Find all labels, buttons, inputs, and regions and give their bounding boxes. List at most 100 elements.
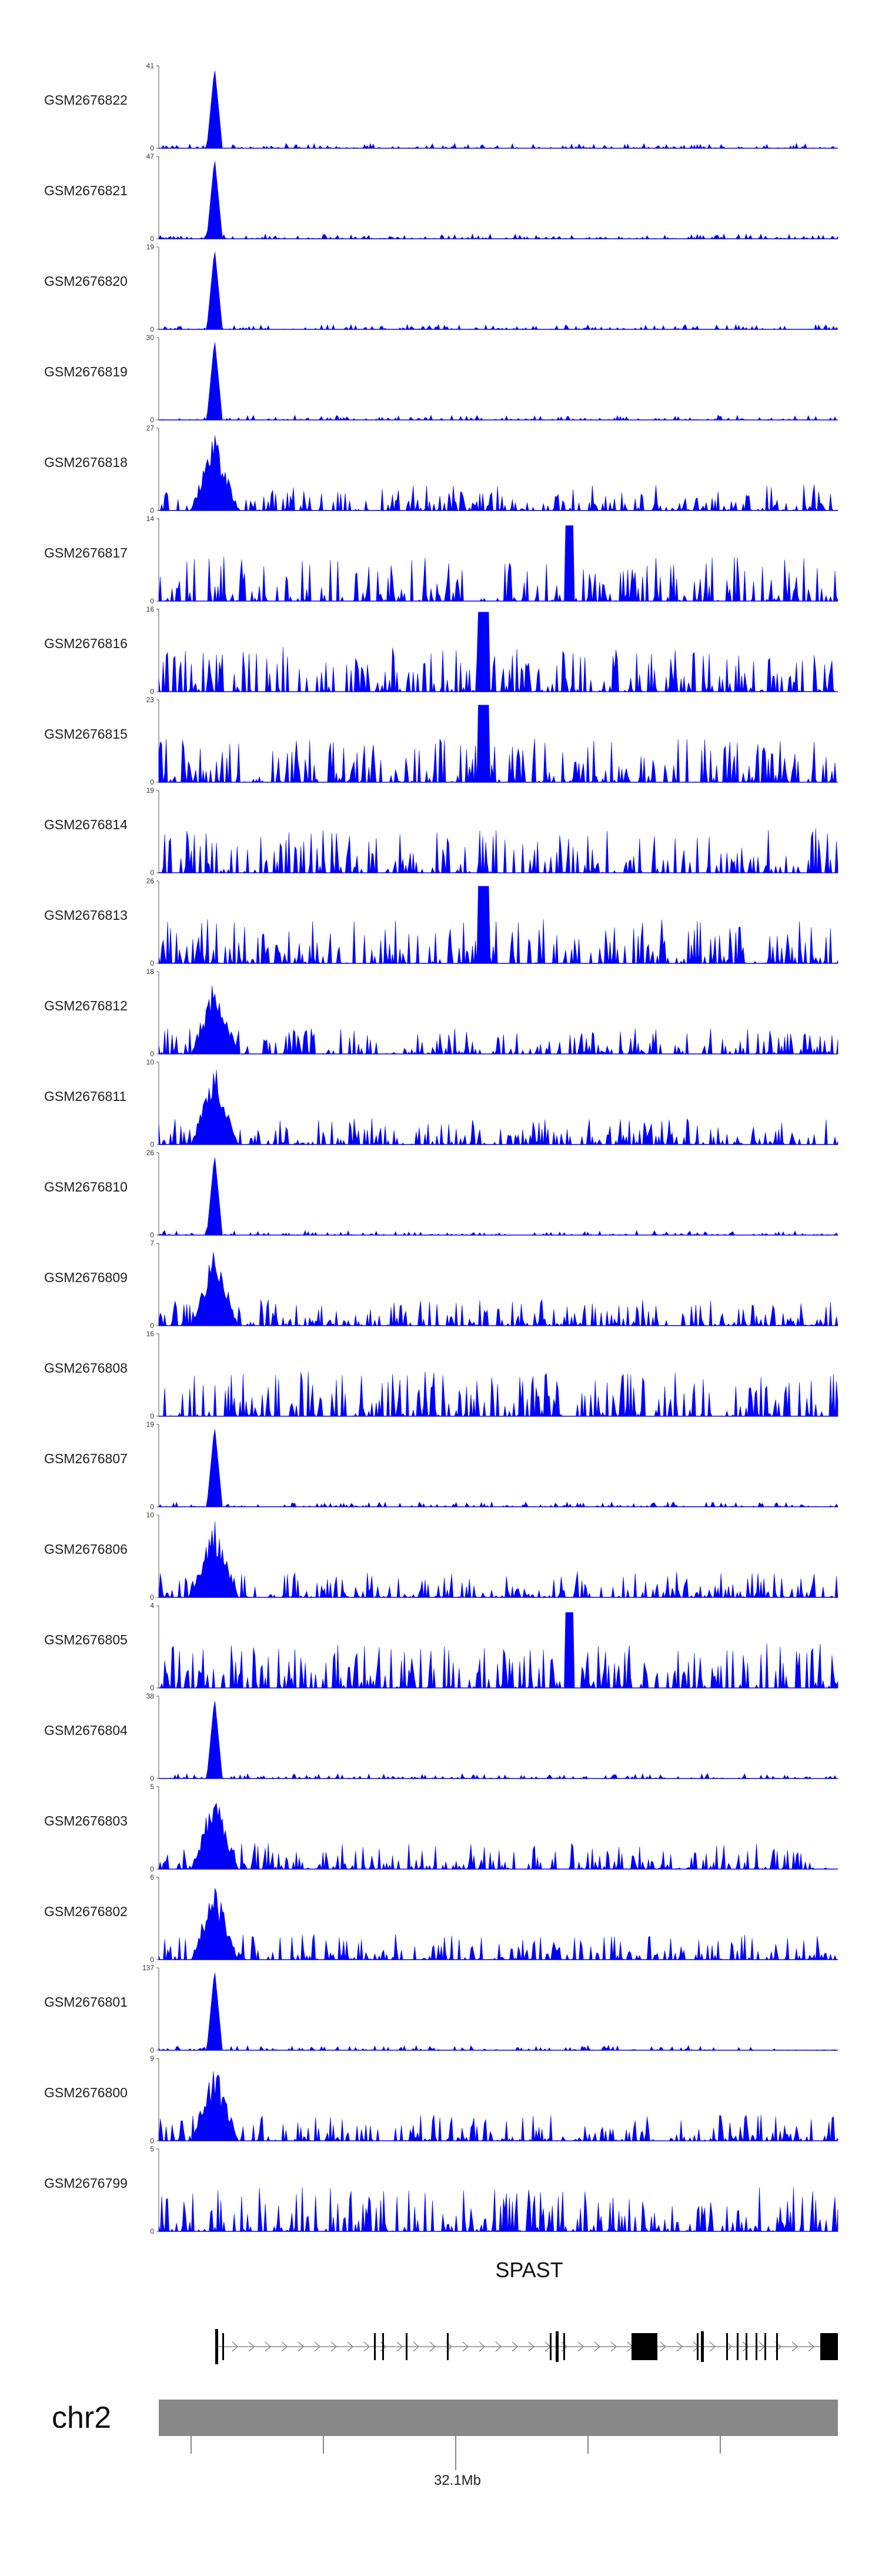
track-label: GSM2676807 (44, 1451, 128, 1466)
y-min-label: 0 (150, 1593, 154, 1601)
exon (746, 2333, 747, 2360)
coverage-area (158, 705, 838, 783)
exon (374, 2333, 376, 2360)
y-max-label: 41 (146, 62, 155, 70)
y-min-label: 0 (150, 2227, 154, 2235)
coverage-area (158, 2187, 838, 2233)
y-max-label: 30 (146, 333, 155, 342)
coverage-area (158, 986, 838, 1055)
track-label: GSM2676804 (44, 1723, 128, 1738)
y-min-label: 0 (150, 778, 154, 786)
exon (447, 2333, 449, 2360)
gene-name: SPAST (495, 2258, 563, 2282)
track-gsm2676818: GSM2676818 27 0 (44, 424, 838, 515)
coverage-area (158, 1888, 838, 1961)
track-label: GSM2676813 (44, 907, 128, 923)
chromosome-label: chr2 (52, 2401, 111, 2435)
y-max-label: 26 (146, 1149, 155, 1157)
y-max-label: 19 (146, 243, 155, 251)
exon (737, 2333, 739, 2360)
track-gsm2676801: GSM2676801 137 0 (44, 1964, 838, 2054)
y-min-label: 0 (150, 1774, 154, 1783)
coverage-area (158, 1521, 838, 1599)
exon (215, 2329, 218, 2364)
strand-arrow (330, 2341, 338, 2352)
track-label: GSM2676816 (44, 636, 128, 651)
coverage-area (159, 435, 838, 512)
track-gsm2676807: GSM2676807 19 0 (44, 1420, 838, 1511)
track-label: GSM2676814 (44, 817, 128, 832)
track-label: GSM2676821 (44, 183, 128, 198)
strand-arrow (298, 2341, 305, 2352)
y-max-label: 14 (146, 515, 155, 523)
y-min-label: 0 (150, 1412, 154, 1420)
strand-arrow (594, 2341, 601, 2352)
strand-arrow (791, 2341, 799, 2352)
track-gsm2676819: GSM2676819 30 0 (44, 333, 838, 424)
y-max-label: 137 (142, 1964, 154, 1972)
exon (756, 2333, 757, 2360)
track-gsm2676804: GSM2676804 38 0 (44, 1692, 838, 1783)
track-gsm2676817: GSM2676817 14 0 (44, 515, 838, 605)
exon (382, 2333, 384, 2360)
y-max-label: 47 (146, 152, 155, 161)
y-max-label: 38 (146, 1692, 155, 1700)
y-max-label: 5 (150, 1783, 154, 1791)
strand-arrow (265, 2341, 272, 2352)
y-max-label: 26 (146, 877, 155, 885)
exon (697, 2333, 699, 2360)
strand-arrow (577, 2341, 584, 2352)
exon (726, 2333, 728, 2360)
strand-arrow (281, 2341, 288, 2352)
track-label: GSM2676799 (44, 2175, 128, 2191)
exon (556, 2331, 559, 2362)
track-label: GSM2676800 (44, 2085, 128, 2100)
track-gsm2676820: GSM2676820 19 0 (44, 243, 838, 333)
y-min-label: 0 (150, 1231, 154, 1239)
y-min-label: 0 (150, 959, 154, 967)
strand-arrow (248, 2341, 255, 2352)
y-max-label: 18 (146, 967, 155, 976)
exon (776, 2333, 778, 2360)
exon (701, 2331, 704, 2362)
track-gsm2676816: GSM2676816 16 0 (44, 605, 838, 696)
coverage-area (158, 1070, 838, 1146)
y-max-label: 23 (146, 696, 155, 704)
strand-arrow (413, 2341, 420, 2352)
y-min-label: 0 (150, 1865, 154, 1873)
strand-arrow (232, 2341, 239, 2352)
strand-arrow (479, 2341, 486, 2352)
strand-arrow (512, 2341, 519, 2352)
track-gsm2676821: GSM2676821 47 0 (44, 152, 838, 243)
coverage-area (158, 1973, 838, 2051)
y-min-label: 0 (150, 1140, 154, 1149)
y-max-label: 10 (146, 1058, 155, 1066)
track-label: GSM2676820 (44, 273, 128, 289)
y-max-label: 10 (146, 1511, 155, 1519)
strand-arrow (462, 2341, 469, 2352)
coverage-area (159, 1372, 838, 1417)
coverage-area (158, 525, 838, 602)
y-min-label: 0 (150, 416, 154, 424)
track-label: GSM2676811 (44, 1089, 126, 1104)
coverage-area (159, 1612, 838, 1689)
y-max-label: 6 (150, 1873, 154, 1881)
coverage-area (158, 828, 838, 874)
y-max-label: 16 (146, 1330, 155, 1338)
coverage-area (158, 161, 838, 239)
track-label: GSM2676801 (44, 1994, 128, 2010)
chromosome-ideogram: chr2 32.1Mb (52, 2400, 838, 2488)
track-gsm2676800: GSM2676800 9 0 (44, 2054, 838, 2145)
gene-track: SPAST (215, 2258, 838, 2364)
strand-arrow (742, 2341, 749, 2352)
coverage-area (158, 1802, 838, 1870)
strand-arrow (610, 2341, 617, 2352)
exon (632, 2333, 657, 2360)
track-gsm2676803: GSM2676803 5 0 (44, 1783, 838, 1873)
strand-arrow (808, 2341, 815, 2352)
y-min-label: 0 (150, 144, 154, 152)
y-max-label: 7 (150, 1239, 154, 1247)
y-max-label: 5 (150, 2145, 154, 2153)
y-min-label: 0 (150, 1956, 154, 1964)
y-min-label: 0 (150, 688, 154, 696)
